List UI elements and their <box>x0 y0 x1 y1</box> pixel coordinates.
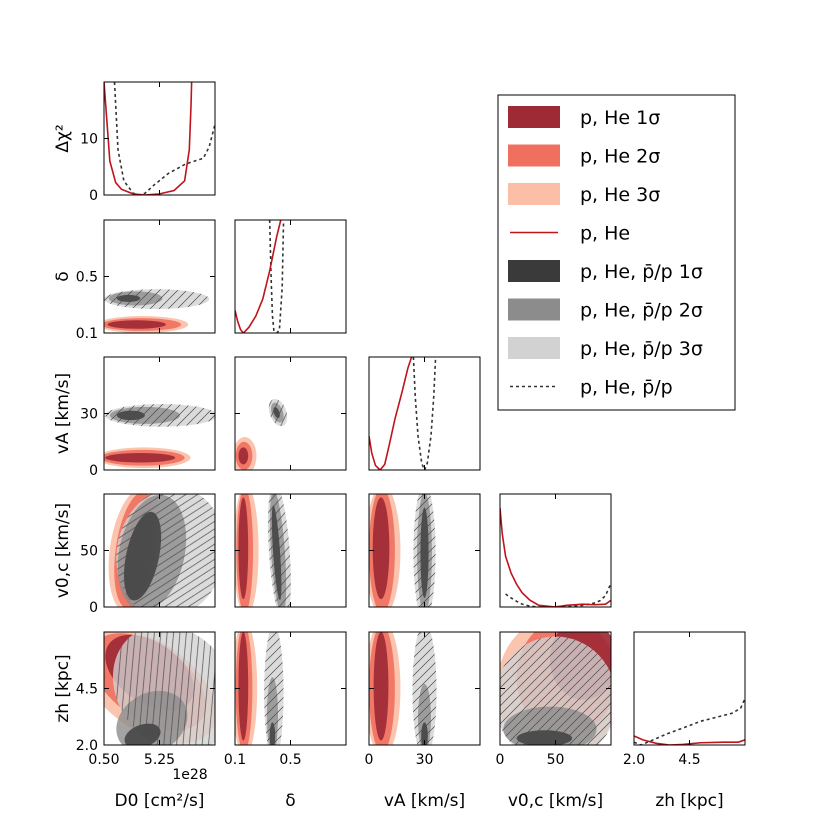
legend-label: p, He <box>580 223 630 245</box>
red-contour-1sigma <box>105 453 176 463</box>
profile-line-p-He <box>369 357 413 470</box>
y-axis-label-zh: zh [kpc] <box>53 654 73 722</box>
panel-frame <box>633 631 746 746</box>
panel-frame <box>234 219 347 334</box>
x-axis-label-zh: zh [kpc] <box>655 791 723 811</box>
red-contour-1sigma <box>238 497 249 600</box>
x-tick-label-delta: 0.1 <box>224 752 246 768</box>
legend-swatch <box>508 106 560 128</box>
contour-panel-vA-zh <box>369 632 437 745</box>
y-tick-label-vA: 30 <box>80 407 98 423</box>
profile-line-p-He <box>500 508 611 607</box>
y-tick-label-v0c: 50 <box>80 544 98 560</box>
legend-label: p, He, p̄/p <box>580 377 673 399</box>
red-contour-1sigma <box>238 447 249 465</box>
legend-label: p, He, p̄/p 1σ <box>580 261 703 283</box>
profile-line-p-He <box>634 735 745 745</box>
contour-panel-delta-v0c <box>235 494 291 607</box>
x-tick-label-vA: 30 <box>416 752 434 768</box>
contour-panel-D0-v0c <box>108 494 215 607</box>
gray-contour-hatch <box>112 632 215 745</box>
legend-swatch <box>508 144 560 167</box>
gray-contour-hatch <box>268 398 288 427</box>
legend-label: p, He, p̄/p 2σ <box>580 300 703 322</box>
red-contour-1sigma <box>238 632 249 741</box>
panel-frame <box>499 493 612 608</box>
x-axis-label-v0c: v0,c [km/s] <box>508 791 603 811</box>
gray-contour-hatch <box>500 636 611 745</box>
contour-panel-D0-delta <box>104 289 210 333</box>
contour-panel-v0c-zh <box>500 632 611 745</box>
profile-line-p-He <box>235 220 282 333</box>
panel-frame <box>368 356 481 471</box>
red-contour-1sigma <box>107 320 166 329</box>
legend-frame <box>497 94 736 411</box>
y-tick-label-zh: 2.0 <box>76 738 98 754</box>
gray-contour-hatch <box>104 289 210 309</box>
profile-panel-D0 <box>104 82 215 195</box>
y-axis-label-delta: δ <box>53 271 73 281</box>
legend-label: p, He 3σ <box>580 184 660 206</box>
profile-panel-delta <box>235 220 285 333</box>
gray-contour-hatch <box>413 494 436 607</box>
x-tick-label-D0: 0.50 <box>88 752 119 768</box>
x-tick-label-delta: 0.5 <box>279 752 301 768</box>
y-tick-label-delta: 0.1 <box>76 326 98 342</box>
y-tick-label-zh: 4.5 <box>76 682 98 698</box>
gray-contour-hatch <box>116 494 215 607</box>
legend: p, He 1σ p, He 2σ p, He 3σ p, He p, He, p̄/p… <box>497 94 736 411</box>
legend-swatch <box>508 183 560 205</box>
contour-panel-vA-v0c <box>369 494 436 607</box>
x-axis-label-D0: D0 [cm²/s] <box>115 791 205 811</box>
contour-panel-D0-vA <box>104 404 215 469</box>
panel-frame <box>103 81 216 196</box>
y-tick-label-delta: 0.5 <box>76 270 98 286</box>
legend-label: p, He 1σ <box>580 107 660 129</box>
x-tick-label-vA: 0 <box>365 752 374 768</box>
contour-panel-D0-zh <box>104 632 215 745</box>
contour-panel-delta-zh <box>235 632 284 745</box>
panel-frame <box>103 219 216 334</box>
profile-line-p-He-pbar <box>505 582 611 607</box>
profile-y-axis-label: Δχ² <box>53 124 73 152</box>
y-axis-label-v0c: v0,c [km/s] <box>53 503 73 598</box>
legend-swatch <box>508 337 560 359</box>
profile-panel-vA <box>369 357 437 470</box>
profile-line-p-He-pbar <box>412 357 437 470</box>
x-tick-label-v0c: 50 <box>547 752 565 768</box>
gray-contour-hatch <box>105 404 215 427</box>
profile-line-p-He <box>104 82 193 195</box>
profile-y-tick-label: 10 <box>80 132 98 148</box>
gray-contour-hatch <box>412 632 437 745</box>
legend-label: p, He, p̄/p 3σ <box>580 338 703 360</box>
red-contour-1sigma <box>372 497 390 600</box>
legend-swatch <box>508 260 560 282</box>
x-axis-label-delta: δ <box>285 791 295 811</box>
x-tick-label-zh: 2.0 <box>623 752 645 768</box>
y-axis-label-vA: vA [km/s] <box>53 373 73 454</box>
profile-y-tick-label: 0 <box>89 188 98 204</box>
profile-panel-zh <box>634 698 745 745</box>
x-offset-text-D0: 1e28 <box>172 767 207 783</box>
x-tick-label-zh: 4.5 <box>678 752 700 768</box>
x-axis-label-vA: vA [km/s] <box>384 791 465 811</box>
x-tick-label-D0: 5.25 <box>144 752 175 768</box>
y-tick-label-vA: 0 <box>89 463 98 479</box>
x-tick-label-v0c: 0 <box>496 752 505 768</box>
contour-panel-delta-vA <box>235 398 288 470</box>
red-contour-1sigma <box>373 632 389 741</box>
profile-panel-v0c <box>500 508 611 607</box>
legend-label: p, He 2σ <box>580 146 660 168</box>
gray-contour-hatch <box>264 632 284 745</box>
legend-swatch <box>508 298 560 321</box>
profile-line-p-He-pbar <box>634 698 745 745</box>
y-tick-label-v0c: 0 <box>89 600 98 616</box>
profile-line-p-He-pbar <box>113 82 215 195</box>
gray-contour-hatch <box>267 494 291 607</box>
